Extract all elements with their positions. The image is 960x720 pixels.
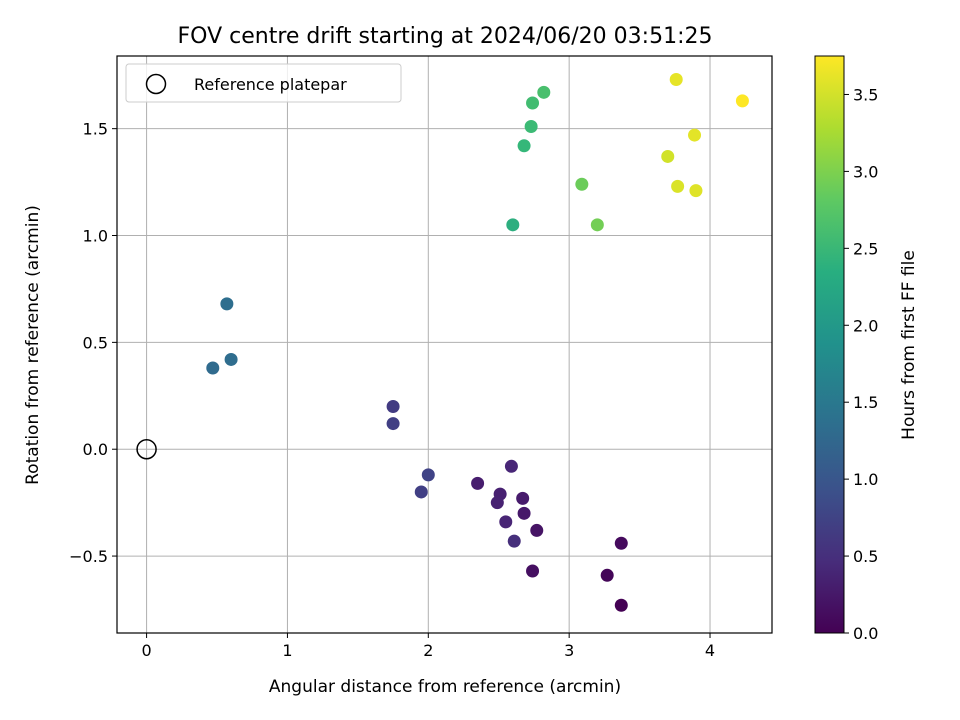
data-point xyxy=(224,352,238,366)
x-tick-label: 0 xyxy=(141,641,151,660)
data-point xyxy=(421,468,435,482)
data-point xyxy=(590,218,604,232)
y-tick-label: −0.5 xyxy=(69,547,108,566)
data-point xyxy=(575,177,589,191)
grid xyxy=(117,56,772,633)
x-axis-label: Angular distance from reference (arcmin) xyxy=(269,677,621,697)
x-tick-label: 3 xyxy=(564,641,574,660)
y-tick-label: 1.5 xyxy=(83,120,108,139)
data-point xyxy=(517,506,531,520)
data-point xyxy=(507,534,521,548)
data-point xyxy=(526,564,540,578)
colorbar-gradient xyxy=(815,56,844,633)
plot-frame xyxy=(116,55,773,634)
data-point xyxy=(614,598,628,612)
data-point xyxy=(386,417,400,431)
data-point xyxy=(504,459,518,473)
data-point xyxy=(688,128,702,142)
data-point xyxy=(735,94,749,108)
colorbar: 0.0 0.5 1.0 1.5 2.0 2.5 3.0 3.5 Hours from firs… xyxy=(814,55,919,643)
colorbar-tick-label: 3.5 xyxy=(853,85,878,104)
data-point xyxy=(524,120,538,134)
colorbar-tick-label: 0.0 xyxy=(853,624,878,643)
y-axis-label: Rotation from reference (arcmin) xyxy=(23,205,43,485)
legend: Reference platepar xyxy=(125,63,402,103)
legend-label: Reference platepar xyxy=(194,75,347,94)
data-point xyxy=(490,496,504,510)
data-point xyxy=(517,139,531,153)
chart-title: FOV centre drift starting at 2024/06/20 … xyxy=(178,24,713,49)
colorbar-tick-label: 1.0 xyxy=(853,470,878,489)
x-tick-label: 2 xyxy=(423,641,433,660)
data-point xyxy=(537,85,551,99)
y-tick-label: 0.5 xyxy=(83,333,108,352)
reference-marker xyxy=(136,438,157,460)
y-tick-label: 0.0 xyxy=(83,440,108,459)
colorbar-ticks: 0.0 0.5 1.0 1.5 2.0 2.5 3.0 3.5 xyxy=(844,85,878,643)
y-axis-ticks: −0.5 0.0 0.5 1.0 1.5 xyxy=(69,120,117,566)
data-point xyxy=(499,515,513,529)
colorbar-tick-label: 2.0 xyxy=(853,316,878,335)
colorbar-tick-label: 3.0 xyxy=(853,162,878,181)
x-tick-label: 4 xyxy=(705,641,715,660)
colorbar-frame xyxy=(814,55,845,634)
data-point xyxy=(600,568,614,582)
data-point xyxy=(526,96,540,110)
data-point xyxy=(506,218,520,232)
colorbar-tick-label: 1.5 xyxy=(853,393,878,412)
data-points xyxy=(136,73,749,612)
colorbar-label: Hours from first FF file xyxy=(899,250,919,440)
data-point xyxy=(669,73,683,87)
data-point xyxy=(661,149,675,163)
data-point xyxy=(471,476,485,490)
data-point xyxy=(414,485,428,499)
data-point xyxy=(614,536,628,550)
data-point xyxy=(689,184,703,198)
x-tick-label: 1 xyxy=(282,641,292,660)
colorbar-tick-label: 0.5 xyxy=(853,547,878,566)
data-point xyxy=(386,399,400,413)
legend-box xyxy=(125,63,402,103)
data-point xyxy=(206,361,220,375)
legend-marker xyxy=(145,73,167,95)
data-point xyxy=(516,491,530,505)
data-point xyxy=(671,179,685,193)
x-axis-ticks: 0 1 2 3 4 xyxy=(141,633,715,660)
data-point xyxy=(220,297,234,311)
data-point xyxy=(530,523,544,537)
y-tick-label: 1.0 xyxy=(83,227,108,246)
colorbar-tick-label: 2.5 xyxy=(853,239,878,258)
